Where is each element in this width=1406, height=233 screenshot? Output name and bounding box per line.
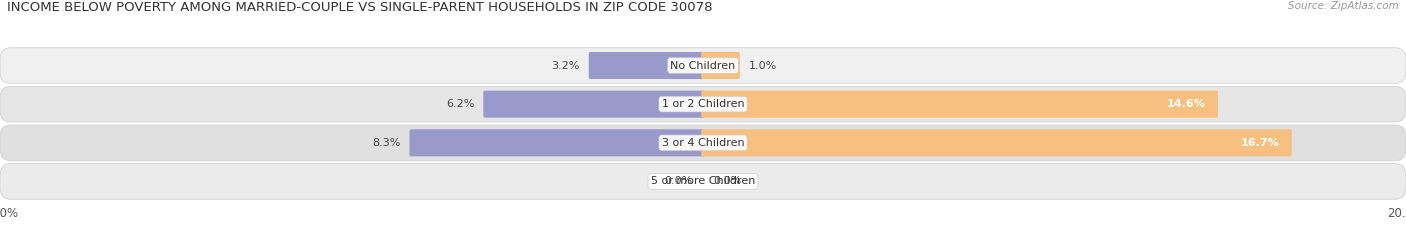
Text: 3 or 4 Children: 3 or 4 Children [662,138,744,148]
Text: 8.3%: 8.3% [373,138,401,148]
Text: 1 or 2 Children: 1 or 2 Children [662,99,744,109]
FancyBboxPatch shape [702,129,1292,156]
FancyBboxPatch shape [589,52,704,79]
Text: 6.2%: 6.2% [446,99,475,109]
Text: 5 or more Children: 5 or more Children [651,176,755,186]
FancyBboxPatch shape [702,52,740,79]
Text: 1.0%: 1.0% [749,61,778,71]
Text: Source: ZipAtlas.com: Source: ZipAtlas.com [1288,1,1399,11]
Text: 16.7%: 16.7% [1240,138,1279,148]
Text: 14.6%: 14.6% [1167,99,1206,109]
Text: 3.2%: 3.2% [551,61,581,71]
Text: No Children: No Children [671,61,735,71]
Text: 0.0%: 0.0% [713,176,742,186]
FancyBboxPatch shape [702,91,1218,118]
Text: INCOME BELOW POVERTY AMONG MARRIED-COUPLE VS SINGLE-PARENT HOUSEHOLDS IN ZIP COD: INCOME BELOW POVERTY AMONG MARRIED-COUPL… [7,1,713,14]
FancyBboxPatch shape [0,86,1406,122]
FancyBboxPatch shape [409,129,704,156]
FancyBboxPatch shape [0,164,1406,199]
FancyBboxPatch shape [0,48,1406,83]
FancyBboxPatch shape [484,91,704,118]
FancyBboxPatch shape [0,125,1406,161]
Text: 0.0%: 0.0% [664,176,693,186]
